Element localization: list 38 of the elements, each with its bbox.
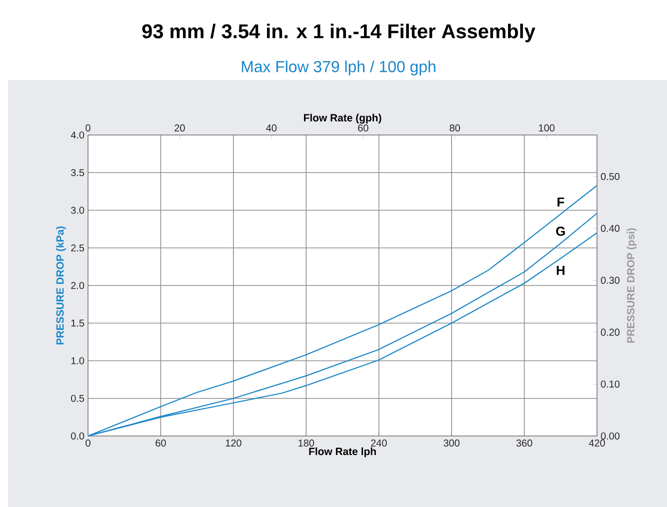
x2-tick-label: 40: [266, 124, 277, 132]
x2-tick-label: 0: [86, 124, 90, 132]
y2-axis-title: PRESSURE DROP (psi): [626, 228, 637, 343]
y2-tick-label: 0.20: [600, 328, 620, 336]
y-tick-label: 2.5: [71, 244, 84, 252]
y-tick-label: 3.0: [71, 206, 84, 214]
chart-subtitle: Max Flow 379 lph / 100 gph: [242, 60, 436, 76]
x-tick-label: 0: [86, 440, 90, 447]
chart-title: 93 mm / 3.54 in. x 1 in.-14 Filter Assembly: [142, 24, 536, 42]
x-tick-label: 180: [298, 440, 314, 447]
x-tick-label: 420: [588, 440, 605, 447]
y2-tick-label: 0.40: [600, 224, 620, 232]
x2-tick-label: 100: [539, 124, 554, 132]
series-label: F: [558, 198, 564, 206]
x-tick-label: 120: [226, 440, 242, 447]
y-tick-label: 1.5: [71, 320, 84, 327]
y2-tick-label: 0.10: [600, 380, 620, 388]
x2-tick-label: 80: [450, 124, 460, 132]
x-tick-label: 300: [444, 440, 460, 447]
series-label: H: [556, 266, 564, 275]
x2-axis-title: Flow Rate (gph): [304, 114, 382, 124]
y2-tick-label: 0.50: [600, 172, 620, 180]
x2-tick-label: 20: [174, 124, 185, 132]
y-tick-label: 2.0: [71, 282, 84, 290]
x2-tick-label: 60: [358, 124, 368, 132]
y2-tick-label: 0.00: [600, 432, 620, 440]
series-label: G: [556, 226, 565, 236]
x-tick-label: 240: [371, 440, 387, 447]
y-tick-label: 3.5: [71, 169, 84, 176]
y-tick-label: 0.0: [71, 432, 84, 440]
y-tick-label: 0.5: [71, 394, 84, 402]
y2-tick-label: 0.30: [600, 276, 620, 284]
y-tick-label: 4.0: [70, 131, 84, 139]
y-axis-title: PRESSURE DROP (kPa): [56, 226, 66, 344]
y-tick-label: 1.0: [71, 357, 84, 364]
x-tick-label: 60: [156, 440, 166, 447]
x-axis-title: Flow Rate lph: [309, 447, 376, 458]
x-tick-label: 360: [516, 440, 532, 447]
